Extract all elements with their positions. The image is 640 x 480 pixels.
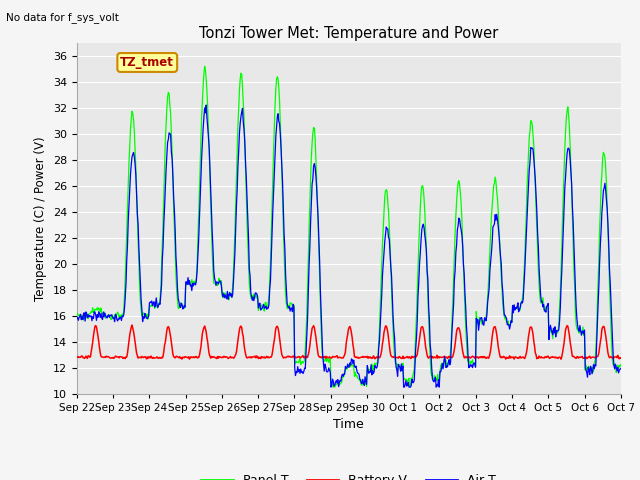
Text: TZ_tmet: TZ_tmet [120, 56, 174, 69]
X-axis label: Time: Time [333, 418, 364, 431]
Y-axis label: Temperature (C) / Power (V): Temperature (C) / Power (V) [35, 136, 47, 300]
Title: Tonzi Tower Met: Temperature and Power: Tonzi Tower Met: Temperature and Power [199, 25, 499, 41]
Text: No data for f_sys_volt: No data for f_sys_volt [6, 12, 119, 23]
Legend: Panel T, Battery V, Air T: Panel T, Battery V, Air T [196, 469, 501, 480]
